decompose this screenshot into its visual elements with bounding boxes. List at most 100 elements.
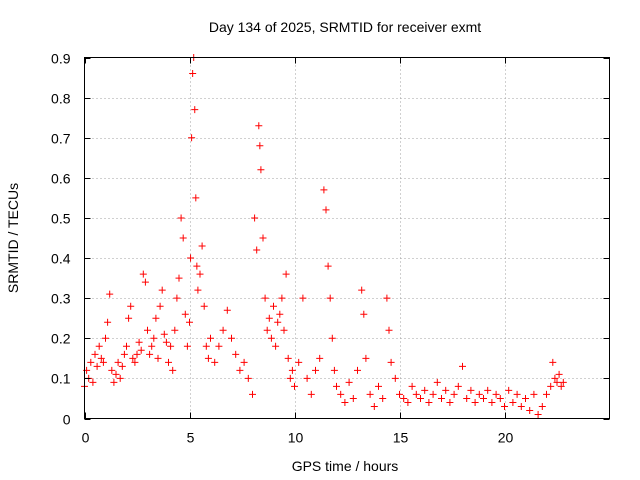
data-point [188, 134, 196, 142]
x-axis-label: GPS time / hours [292, 458, 399, 474]
data-point [505, 386, 513, 394]
data-point [276, 310, 284, 318]
data-point [187, 254, 195, 262]
data-point [150, 334, 158, 342]
data-point [251, 214, 259, 222]
data-point [255, 122, 263, 130]
data-point [194, 286, 202, 294]
data-point [202, 342, 210, 350]
data-point [557, 382, 565, 390]
data-point [553, 378, 561, 386]
data-point [471, 398, 479, 406]
data-point [257, 166, 265, 174]
y-tick-label: 0.4 [51, 251, 71, 267]
data-point [87, 358, 95, 366]
data-point [189, 70, 197, 78]
data-point [551, 374, 559, 382]
data-point [186, 318, 193, 326]
data-point [127, 302, 135, 310]
data-point [354, 366, 361, 374]
data-point [270, 302, 277, 310]
data-point [307, 390, 315, 398]
y-tick-label: 0.1 [51, 371, 71, 387]
data-point [484, 386, 492, 394]
data-point [330, 366, 338, 374]
data-point [179, 234, 187, 242]
data-point [223, 306, 231, 314]
data-point [131, 358, 139, 366]
data-point [162, 338, 170, 346]
data-point [91, 350, 99, 358]
x-tick-label: 20 [498, 430, 514, 446]
data-point [375, 382, 382, 390]
data-point [299, 294, 307, 302]
data-point [144, 326, 151, 334]
data-point [480, 394, 487, 402]
x-tick-label: 15 [393, 430, 409, 446]
data-point [120, 350, 128, 358]
data-point [228, 334, 235, 342]
data-point [114, 358, 122, 366]
data-point [198, 242, 206, 250]
data-point [391, 374, 399, 382]
data-point [345, 378, 353, 386]
y-tick-label: 0.5 [51, 211, 71, 227]
data-point [89, 378, 97, 386]
data-point [349, 394, 357, 402]
data-point [326, 294, 334, 302]
data-point [177, 214, 185, 222]
data-point [93, 362, 101, 370]
data-point [156, 302, 164, 310]
data-point [200, 302, 208, 310]
data-point [429, 390, 437, 398]
axis-ticks: 0 0.1 0.2 0.3 0.4 0.5 0.6 0.7 0.8 0.9 0 5 10 15 20 [51, 51, 610, 446]
data-point [316, 354, 324, 362]
data-point [191, 106, 199, 114]
data-point [137, 346, 145, 354]
data-point [211, 358, 219, 366]
data-point [459, 362, 466, 370]
data-point [463, 394, 471, 402]
data-point [509, 398, 517, 406]
data-point [106, 290, 114, 298]
data-point [320, 186, 328, 194]
data-point [555, 370, 563, 378]
data-point [280, 326, 288, 334]
data-point [152, 314, 160, 322]
data-point [517, 402, 525, 410]
data-point [173, 294, 181, 302]
y-tick-label: 0.6 [51, 171, 71, 187]
data-point [362, 354, 370, 362]
data-point [446, 398, 454, 406]
data-point [433, 378, 441, 386]
data-point [383, 294, 391, 302]
data-point [129, 354, 137, 362]
data-point [303, 374, 311, 382]
data-point [193, 262, 201, 270]
data-point [272, 342, 280, 350]
data-point [97, 354, 105, 362]
data-point [333, 382, 340, 390]
data-point [513, 390, 521, 398]
data-point [312, 366, 319, 374]
data-point [236, 366, 244, 374]
data-point [196, 270, 204, 278]
grid [84, 57, 610, 419]
data-point [278, 294, 286, 302]
data-point [450, 390, 458, 398]
data-point [232, 350, 240, 358]
y-tick-label: 0.8 [51, 91, 71, 107]
data-point [412, 390, 420, 398]
y-axis-label: SRMTID / TECUs [5, 183, 21, 293]
data-point [366, 390, 374, 398]
data-point [104, 318, 112, 326]
data-point [265, 314, 273, 322]
data-points [81, 54, 567, 418]
data-point [207, 334, 214, 342]
y-tick-label: 0.2 [51, 331, 71, 347]
data-point [530, 390, 538, 398]
data-point [454, 382, 462, 390]
data-point [534, 410, 542, 418]
